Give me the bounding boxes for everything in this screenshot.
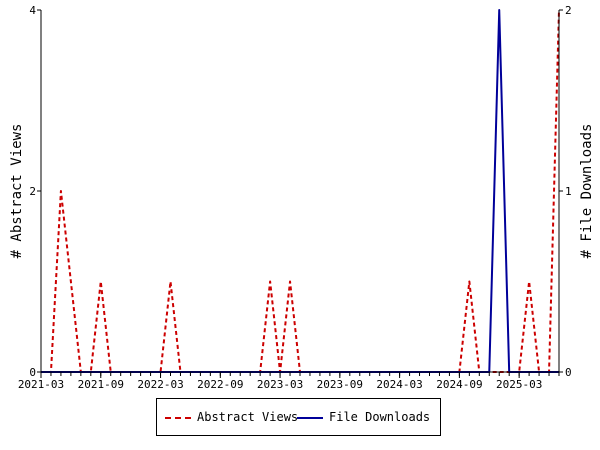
y-left-tick-label: 0 bbox=[29, 366, 36, 379]
x-tick-label: 2024-09 bbox=[436, 378, 482, 391]
legend-item-file-downloads: File Downloads bbox=[297, 410, 430, 424]
legend-label-abstract-views: Abstract Views bbox=[197, 410, 299, 424]
legend: Abstract Views File Downloads bbox=[156, 398, 441, 436]
legend-swatch-file-downloads bbox=[297, 416, 323, 419]
y-right-tick-label: 2 bbox=[565, 4, 572, 17]
x-tick-label: 2024-03 bbox=[376, 378, 422, 391]
y-left-tick-label: 2 bbox=[29, 185, 36, 198]
x-tick-label: 2023-03 bbox=[257, 378, 303, 391]
x-tick-label: 2021-09 bbox=[78, 378, 124, 391]
plot-area bbox=[41, 10, 559, 372]
y-axis-title-left: # Abstract Views bbox=[9, 124, 25, 259]
legend-swatch-abstract-views bbox=[165, 416, 191, 419]
x-tick-label: 2022-03 bbox=[137, 378, 183, 391]
y-left-tick-label: 4 bbox=[29, 4, 36, 17]
x-tick-label: 2025-03 bbox=[496, 378, 542, 391]
x-tick-label: 2023-09 bbox=[317, 378, 363, 391]
y-axis-title-right: # File Downloads bbox=[579, 124, 595, 259]
x-tick-label: 2022-09 bbox=[197, 378, 243, 391]
legend-label-file-downloads: File Downloads bbox=[329, 410, 431, 424]
plot-background bbox=[41, 10, 559, 372]
y-right-tick-label: 1 bbox=[565, 185, 572, 198]
y-right-tick-label: 0 bbox=[565, 366, 572, 379]
legend-item-abstract-views: Abstract Views bbox=[165, 410, 298, 424]
chart-axes: 2021-03 2021-09 2022-03 2022-09 2023-03 2023-… bbox=[18, 4, 572, 391]
x-tick-label: 2021-03 bbox=[18, 378, 64, 391]
